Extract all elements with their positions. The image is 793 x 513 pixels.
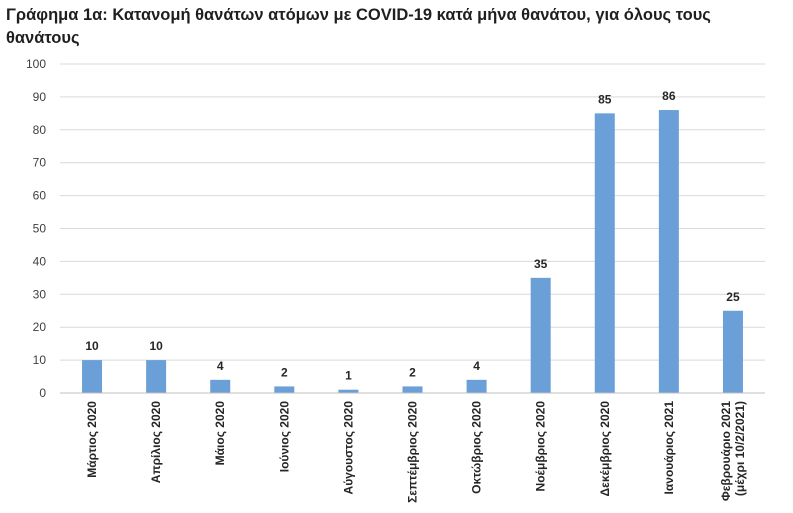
data-label: 4	[217, 359, 224, 373]
y-tick-label: 30	[33, 287, 47, 301]
y-tick-label: 80	[33, 123, 47, 137]
category-label-line: Απρίλιος 2020	[149, 401, 163, 484]
category-label-line: Νοέμβριος 2020	[534, 401, 548, 492]
data-label: 85	[598, 92, 612, 106]
bar	[466, 379, 487, 393]
bar	[146, 360, 167, 393]
bar	[402, 386, 423, 393]
y-tick-label: 40	[33, 254, 47, 268]
category-label: Σεπτέμβριος 2020	[406, 401, 420, 503]
bar	[530, 277, 551, 393]
data-label: 25	[726, 290, 740, 304]
category-label: Ιούνιος 2020	[277, 401, 291, 473]
category-label-line: Ιανουάριος 2021	[662, 401, 676, 495]
data-label: 10	[85, 339, 99, 353]
data-label: 2	[281, 365, 288, 379]
data-labels: 10 10 4 2 1 2 4 35 85 86 25	[85, 89, 740, 383]
data-label: 1	[345, 369, 352, 383]
category-label: Αύγουστος 2020	[341, 401, 355, 495]
y-tick-label: 70	[33, 156, 47, 170]
category-label: Μάρτιος 2020	[85, 401, 99, 478]
bar	[338, 389, 359, 393]
y-axis-ticks: 0 10 20 30 40 50 60 70 80 90 100	[26, 57, 46, 400]
category-label: Απρίλιος 2020	[149, 401, 163, 484]
bar	[722, 310, 743, 393]
y-tick-label: 0	[39, 386, 46, 400]
category-label-line: Αύγουστος 2020	[341, 401, 355, 495]
category-label: Νοέμβριος 2020	[534, 401, 548, 492]
category-label-line: Σεπτέμβριος 2020	[406, 401, 420, 503]
data-label: 35	[534, 257, 548, 271]
bar	[594, 113, 615, 393]
category-label-line: Φεβρουάριο 2021	[719, 401, 733, 501]
y-tick-label: 50	[33, 222, 47, 236]
y-tick-label: 100	[26, 57, 46, 71]
y-tick-label: 10	[33, 353, 47, 367]
category-label: Δεκέμβριος 2020	[598, 401, 612, 497]
category-label-line: Δεκέμβριος 2020	[598, 401, 612, 497]
bars	[82, 110, 743, 393]
category-label: Ιανουάριος 2021	[662, 401, 676, 495]
y-tick-label: 20	[33, 320, 47, 334]
category-label: Οκτώβριος 2020	[470, 401, 484, 494]
y-tick-label: 60	[33, 189, 47, 203]
data-label: 10	[149, 339, 163, 353]
data-label: 4	[473, 359, 480, 373]
chart-title-line-1: Γράφημα 1α: Κατανομή θανάτων ατόμων με C…	[6, 6, 711, 24]
category-label-line: (μέχρι 10/2/2021)	[733, 401, 747, 496]
data-label: 2	[409, 365, 416, 379]
bar	[658, 110, 679, 393]
bar	[82, 360, 103, 393]
category-label-line: Ιούνιος 2020	[277, 401, 291, 473]
category-label-line: Οκτώβριος 2020	[470, 401, 484, 494]
chart-title-line-2: θανάτους	[6, 29, 80, 47]
bar	[210, 379, 231, 393]
category-labels: Μάρτιος 2020 Απρίλιος 2020 Μάιος 2020 Ιούνι…	[85, 401, 747, 503]
chart-title: Γράφημα 1α: Κατανομή θανάτων ατόμων με C…	[6, 4, 786, 50]
gridlines	[60, 63, 765, 361]
category-label-line: Μάιος 2020	[213, 401, 227, 466]
category-label: Φεβρουάριο 2021 (μέχρι 10/2/2021)	[719, 401, 747, 501]
data-label: 86	[662, 89, 676, 103]
y-tick-label: 90	[33, 90, 47, 104]
category-label-line: Μάρτιος 2020	[85, 401, 99, 478]
category-label: Μάιος 2020	[213, 401, 227, 466]
bar	[274, 386, 295, 393]
